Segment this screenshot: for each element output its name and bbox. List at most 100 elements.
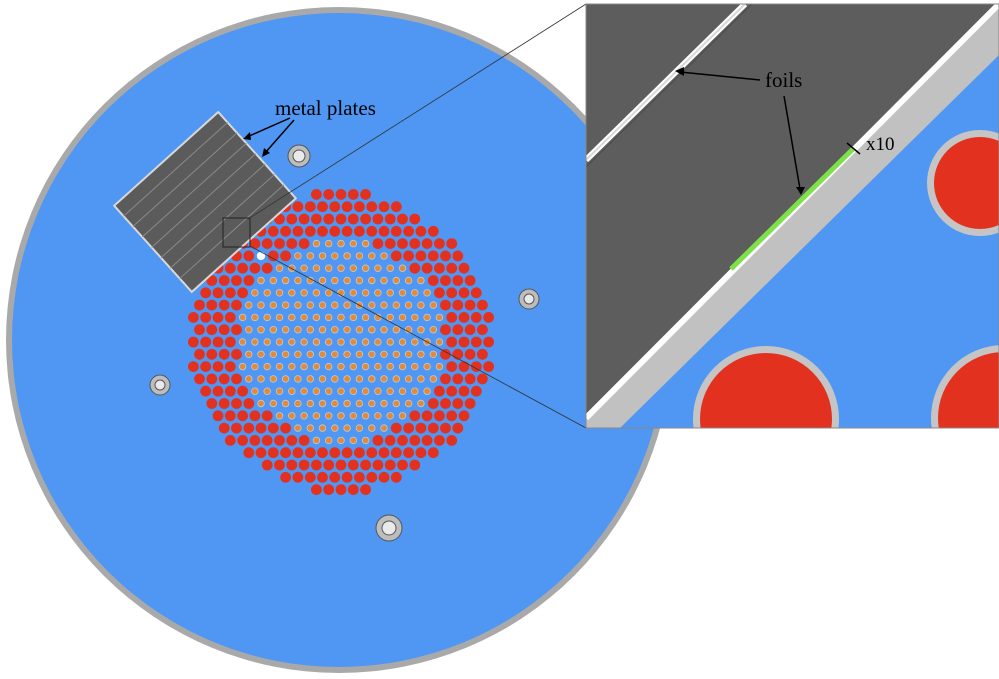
inner-fuel-pin <box>263 387 271 395</box>
inner-fuel-pin <box>312 412 321 420</box>
outer-fuel-pin <box>274 435 285 446</box>
inner-fuel-pin <box>349 436 357 445</box>
outer-fuel-pin <box>440 422 451 434</box>
inset-foil <box>729 147 855 271</box>
zoom-factor-label: x10 <box>866 134 895 155</box>
inner-fuel-pin <box>281 375 290 383</box>
outer-fuel-pin <box>335 459 347 471</box>
outer-fuel-pin <box>224 435 236 446</box>
inner-fuel-pin <box>288 338 296 346</box>
outer-fuel-pin <box>415 422 427 434</box>
inner-fuel-pin <box>361 436 370 445</box>
outer-fuel-pin <box>427 398 439 409</box>
inner-fuel-pin <box>300 313 308 322</box>
outer-fuel-pin <box>194 348 205 360</box>
outer-fuel-pin <box>403 250 414 262</box>
outer-fuel-pin <box>470 287 482 299</box>
inner-fuel-pin <box>404 350 413 358</box>
outer-fuel-pin <box>415 250 427 262</box>
outer-fuel-pin <box>372 435 384 446</box>
outer-fuel-pin <box>249 238 261 250</box>
inner-fuel-pin <box>349 239 357 248</box>
inner-fuel-pin <box>392 350 400 358</box>
inner-fuel-pin <box>300 264 308 272</box>
outer-fuel-pin <box>464 299 476 311</box>
outer-fuel-pin <box>354 201 365 213</box>
inner-fuel-pin <box>398 412 407 420</box>
outer-fuel-pin <box>237 435 249 446</box>
inner-fuel-pin <box>275 362 284 371</box>
outer-fuel-pin <box>446 361 458 372</box>
outer-fuel-pin <box>329 201 341 213</box>
foils-label: foils <box>765 68 802 92</box>
outer-fuel-pin <box>384 213 396 225</box>
inner-fuel-pin <box>257 350 265 358</box>
inner-fuel-pin <box>318 424 327 432</box>
outer-fuel-pin <box>249 262 261 274</box>
outer-fuel-pin <box>188 361 199 372</box>
inner-fuel-pin <box>386 313 394 322</box>
outer-fuel-pin <box>440 250 451 262</box>
zoom-source-box <box>222 217 251 248</box>
inner-fuel-pin <box>386 264 394 272</box>
outer-fuel-pin <box>237 410 249 422</box>
inner-fuel-pin <box>318 399 327 408</box>
outer-fuel-pin <box>261 262 273 274</box>
outer-fuel-pin <box>458 336 470 348</box>
channel-top <box>287 144 311 168</box>
outer-fuel-pin <box>206 373 218 385</box>
outer-fuel-pin <box>329 225 341 237</box>
inner-fuel-pin <box>417 350 425 358</box>
outer-fuel-pin <box>470 361 482 372</box>
inner-fuel-pin <box>368 424 376 432</box>
inner-fuel-pin <box>411 362 419 371</box>
outer-fuel-pin <box>267 225 279 237</box>
outer-fuel-pin <box>470 385 482 397</box>
inner-fuel-pin <box>429 301 437 309</box>
inner-fuel-pin <box>312 338 321 346</box>
inner-fuel-pin <box>288 387 296 395</box>
inner-fuel-pin <box>404 399 413 408</box>
inner-fuel-pin <box>275 412 284 420</box>
inner-fuel-pin <box>312 387 321 395</box>
inner-fuel-pin <box>361 289 370 297</box>
outer-fuel-pin <box>341 201 353 213</box>
outer-fuel-pin <box>397 459 408 471</box>
inner-fuel-pin <box>398 338 407 346</box>
inner-fuel-pin <box>281 276 290 285</box>
inner-fuel-pin <box>386 362 394 371</box>
outer-fuel-pin <box>440 373 451 385</box>
outer-fuel-pin <box>304 225 316 237</box>
outer-fuel-pin <box>323 189 335 200</box>
outer-fuel-pin <box>446 238 458 250</box>
outer-fuel-pin <box>477 348 488 360</box>
inner-fuel-pin <box>398 264 407 272</box>
outer-fuel-pin <box>452 398 464 409</box>
outer-fuel-pin <box>470 312 482 323</box>
inner-fuel-pin <box>361 264 370 272</box>
inner-fuel-pin <box>269 350 277 358</box>
inner-fuel-pin <box>423 289 431 297</box>
outer-fuel-pin <box>427 225 439 237</box>
outer-fuel-pin <box>280 250 291 262</box>
inner-fuel-pin <box>398 362 407 371</box>
outer-fuel-pin <box>341 447 353 459</box>
outer-fuel-pin <box>255 422 267 434</box>
outer-fuel-pin <box>298 435 310 446</box>
outer-fuel-pin <box>390 225 402 237</box>
inner-fuel-pin <box>361 239 370 248</box>
outer-fuel-pin <box>427 422 439 434</box>
inner-fuel-pin <box>411 289 419 297</box>
inner-fuel-pin <box>275 387 284 395</box>
outer-fuel-pin <box>403 225 414 237</box>
inner-fuel-pin <box>269 301 277 309</box>
outer-fuel-pin <box>311 484 322 495</box>
outer-fuel-pin <box>347 189 359 200</box>
outer-fuel-pin <box>317 447 328 459</box>
inner-fuel-pin <box>331 276 339 285</box>
outer-fuel-pin <box>354 471 365 483</box>
inner-fuel-pin <box>392 375 400 383</box>
outer-fuel-pin <box>354 225 365 237</box>
outer-fuel-pin <box>224 410 236 422</box>
inner-fuel-pin <box>306 276 314 285</box>
